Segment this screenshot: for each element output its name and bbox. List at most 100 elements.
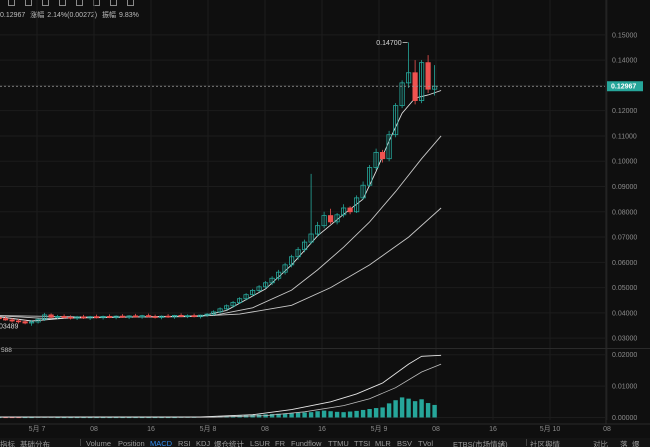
- candle-body[interactable]: [61, 316, 67, 318]
- tab-20[interactable]: 爆: [632, 440, 640, 447]
- candle-body[interactable]: [81, 316, 87, 319]
- candle-body[interactable]: [191, 315, 197, 318]
- candle-body[interactable]: [120, 315, 126, 318]
- candle-body[interactable]: [178, 315, 184, 317]
- candle-body[interactable]: [295, 249, 301, 258]
- candle-body[interactable]: [204, 313, 210, 316]
- candle-body[interactable]: [107, 316, 113, 318]
- candle-body[interactable]: [94, 316, 100, 319]
- candle-body[interactable]: [262, 282, 269, 288]
- candle-body[interactable]: [327, 215, 334, 223]
- candle-body[interactable]: [425, 62, 431, 90]
- tab-11[interactable]: TTMU: [328, 439, 349, 447]
- tab-13[interactable]: MLR: [375, 439, 391, 447]
- candle-body[interactable]: [87, 316, 93, 319]
- tab-18[interactable]: 对比: [593, 440, 608, 447]
- candle-body[interactable]: [55, 316, 61, 318]
- chart-canvas[interactable]: 0.150000.140000.130000.120000.110000.100…: [0, 0, 650, 438]
- candle-body[interactable]: [171, 315, 178, 318]
- tab-5[interactable]: RSI: [178, 439, 191, 447]
- candle-body[interactable]: [132, 315, 139, 318]
- candle-body[interactable]: [42, 314, 48, 320]
- candle-body[interactable]: [256, 286, 262, 291]
- candle-body[interactable]: [334, 214, 340, 223]
- tab-2[interactable]: Volume: [86, 439, 112, 447]
- candle-body[interactable]: [373, 151, 379, 168]
- candle-body[interactable]: [366, 167, 373, 186]
- tab-9[interactable]: FR: [275, 439, 285, 447]
- candle-body[interactable]: [275, 271, 282, 279]
- layout-icon[interactable]: [76, 0, 83, 6]
- candle-body[interactable]: [230, 302, 236, 307]
- candle-body[interactable]: [347, 207, 353, 213]
- indicator-icon[interactable]: [42, 0, 49, 6]
- candle-body[interactable]: [139, 315, 145, 318]
- candle-body[interactable]: [353, 197, 360, 213]
- candle-body[interactable]: [0, 317, 2, 320]
- candle-body[interactable]: [126, 315, 132, 318]
- candle-body[interactable]: [269, 277, 275, 284]
- candle-body[interactable]: [340, 207, 347, 216]
- candle-body[interactable]: [22, 321, 28, 324]
- candle-body[interactable]: [197, 314, 204, 318]
- candle-body[interactable]: [28, 321, 35, 324]
- candle-body[interactable]: [35, 318, 41, 323]
- candle-body[interactable]: [113, 315, 119, 318]
- tab-7[interactable]: 爆仓统计: [214, 440, 244, 447]
- candle-body[interactable]: [288, 256, 295, 266]
- candle-body[interactable]: [210, 311, 217, 315]
- candle-body[interactable]: [308, 233, 314, 243]
- tab-10[interactable]: Fundflow: [291, 439, 322, 447]
- candle-body[interactable]: [152, 316, 158, 318]
- candle-body[interactable]: [100, 316, 106, 319]
- candle-body[interactable]: [74, 316, 80, 319]
- candle-body[interactable]: [9, 319, 15, 322]
- candle-body[interactable]: [418, 62, 425, 101]
- candle-body[interactable]: [68, 317, 74, 319]
- time-tick-label: 5月 7: [29, 425, 46, 433]
- candle-body[interactable]: [431, 85, 438, 90]
- candle-body[interactable]: [236, 298, 243, 303]
- lock-icon[interactable]: [127, 0, 134, 6]
- candle-body[interactable]: [145, 315, 152, 318]
- candle-body[interactable]: [15, 320, 22, 323]
- tab-12[interactable]: TTSI: [354, 439, 371, 447]
- candle-body[interactable]: [165, 315, 171, 318]
- candle-body[interactable]: [360, 184, 366, 199]
- tab-0[interactable]: 指标: [0, 440, 15, 447]
- candle-body[interactable]: [217, 308, 223, 313]
- candle-body[interactable]: [2, 318, 9, 321]
- candle-body[interactable]: [412, 72, 418, 101]
- candle-body[interactable]: [405, 72, 412, 84]
- macd-histogram-bar: [87, 417, 93, 419]
- candle-body[interactable]: [392, 105, 399, 136]
- tab-4[interactable]: MACD: [150, 439, 173, 447]
- candle-body[interactable]: [249, 289, 256, 296]
- tab-15[interactable]: TVol: [418, 439, 434, 447]
- draw-icon[interactable]: [25, 0, 32, 6]
- tab-1[interactable]: 基础分布: [20, 440, 50, 447]
- chart-type-icon[interactable]: [8, 0, 15, 6]
- candle-body[interactable]: [243, 294, 249, 300]
- candle-body[interactable]: [282, 264, 288, 273]
- tab-8[interactable]: LSUR: [250, 439, 271, 447]
- candle-body[interactable]: [48, 314, 54, 318]
- candle-body[interactable]: [184, 315, 191, 317]
- tab-17[interactable]: 社区舆情: [530, 440, 560, 447]
- candle-body[interactable]: [399, 82, 405, 107]
- eye-icon[interactable]: [110, 0, 117, 6]
- compare-icon[interactable]: [59, 0, 66, 6]
- tab-14[interactable]: BSV: [397, 439, 413, 447]
- candle-body[interactable]: [379, 151, 386, 160]
- candle-body[interactable]: [158, 315, 165, 318]
- candle-body[interactable]: [301, 241, 308, 251]
- tab-19[interactable]: 落: [620, 440, 628, 447]
- time-tick-label: 08: [90, 426, 98, 433]
- tab-6[interactable]: KDJ: [196, 439, 211, 447]
- candle-body[interactable]: [321, 215, 327, 227]
- candle-body[interactable]: [314, 225, 321, 235]
- tab-3[interactable]: Position: [118, 439, 145, 447]
- candle-body[interactable]: [386, 134, 392, 160]
- tab-16[interactable]: ETBS(市场情绪): [453, 440, 508, 447]
- candle-body[interactable]: [223, 305, 230, 310]
